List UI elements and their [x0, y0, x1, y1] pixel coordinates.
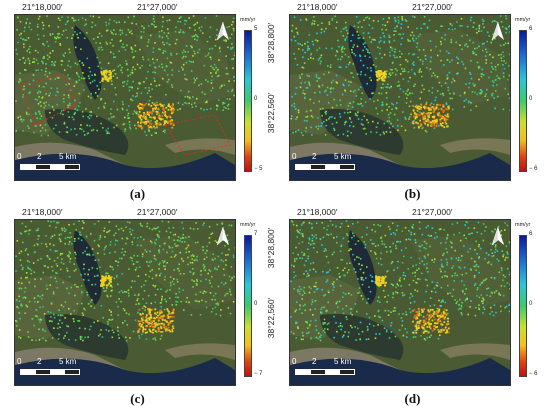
scale-bar: 0 2 5 km: [17, 152, 87, 176]
panel-caption: (b): [404, 186, 421, 201]
lat-tick-2: 38°22,560′: [0, 298, 1, 338]
scale-label-0: 0: [292, 152, 297, 161]
scale-label-0: 0: [292, 357, 297, 366]
colorbar-max: 6: [529, 231, 533, 237]
colorbar-min: − 5: [254, 166, 263, 172]
scale-label-0: 0: [17, 152, 22, 161]
scale-bar: 0 2 5 km: [292, 152, 362, 176]
panel-caption: (d): [404, 391, 421, 406]
colorbar-unit: mm/yr: [240, 17, 256, 23]
lon-tick-1: 21°18,000′: [297, 2, 338, 12]
north-arrow-icon: [490, 21, 506, 41]
lat-tick-2: 38°22,560′: [266, 92, 277, 134]
lon-tick-2: 21°27,000′: [412, 207, 453, 217]
colorbar-max: 6: [529, 26, 533, 32]
colorbar: [519, 235, 527, 377]
scale-label-2: 2: [312, 152, 317, 161]
colorbar: [519, 30, 527, 172]
scale-bar: 0 2 5 km: [292, 357, 362, 381]
lon-tick-1: 21°18,000′: [22, 207, 63, 217]
lon-tick-2: 21°27,000′: [412, 2, 453, 12]
map-panel-a: 21°18,000′ 21°27,000′ 38°28,800′ 38°22,5…: [0, 0, 275, 205]
map-panel-b: 21°18,000′ 21°27,000′ 38°28,800′ 38°22,5…: [266, 0, 550, 205]
scale-label-5: 5 km: [334, 357, 352, 366]
scale-label-2: 2: [37, 152, 42, 161]
velocity-map: 0 2 5 km: [14, 14, 236, 181]
lat-tick-1: 38°28,800′: [266, 22, 277, 64]
scale-bar: 0 2 5 km: [17, 357, 87, 381]
map-panel-c: 21°18,000′ 21°27,000′ 38°28,800′ 38°22,5…: [0, 205, 275, 410]
colorbar-max: 5: [254, 26, 258, 32]
north-arrow-icon: [490, 226, 506, 246]
colorbar-mid: 0: [529, 96, 533, 102]
scale-label-2: 2: [312, 357, 317, 366]
north-arrow-icon: [215, 226, 231, 246]
colorbar-max: 7: [254, 231, 258, 237]
lat-tick-2: 38°22,560′: [266, 297, 277, 339]
colorbar: [244, 235, 252, 377]
lat-tick-1: 38°28,800′: [266, 227, 277, 269]
colorbar: [244, 30, 252, 172]
scale-label-2: 2: [37, 357, 42, 366]
panel-caption: (c): [130, 391, 145, 406]
colorbar-mid: 0: [254, 301, 258, 307]
scale-label-5: 5 km: [59, 152, 77, 161]
lon-tick-1: 21°18,000′: [297, 207, 338, 217]
lat-tick-2: 38°22,560′: [0, 93, 1, 133]
colorbar-min: − 6: [529, 371, 538, 377]
lon-tick-1: 21°18,000′: [22, 2, 63, 12]
map-panel-d: 21°18,000′ 21°27,000′ 38°28,800′ 38°22,5…: [266, 205, 550, 410]
lat-tick-1: 38°28,800′: [0, 228, 1, 268]
lon-tick-2: 21°27,000′: [137, 207, 178, 217]
velocity-map: 0 2 5 km: [14, 219, 236, 386]
lat-tick-1: 38°28,800′: [0, 23, 1, 63]
colorbar-mid: 0: [254, 96, 258, 102]
north-arrow-icon: [215, 21, 231, 41]
scale-label-0: 0: [17, 357, 22, 366]
colorbar-min: − 6: [529, 166, 538, 172]
colorbar-min: − 7: [254, 371, 263, 377]
lon-tick-2: 21°27,000′: [137, 2, 178, 12]
colorbar-unit: mm/yr: [515, 222, 531, 228]
scale-label-5: 5 km: [59, 357, 77, 366]
velocity-map: 0 2 5 km: [289, 14, 511, 181]
colorbar-unit: mm/yr: [240, 222, 256, 228]
colorbar-unit: mm/yr: [515, 17, 531, 23]
panel-caption: (a): [129, 186, 146, 201]
colorbar-mid: 0: [529, 301, 533, 307]
scale-label-5: 5 km: [334, 152, 352, 161]
velocity-map: 0 2 5 km: [289, 219, 511, 386]
